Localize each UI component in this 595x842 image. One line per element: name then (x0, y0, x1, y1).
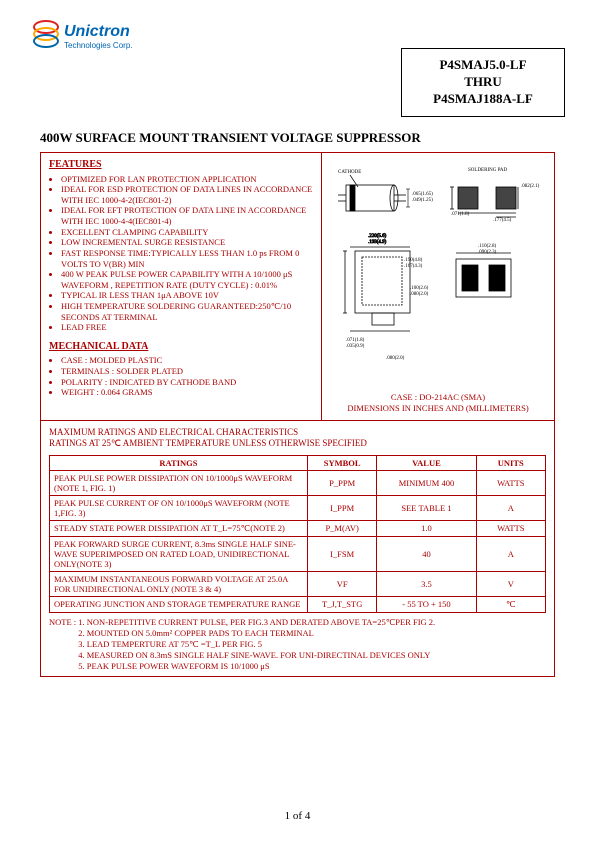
diagram-column: CATHODE SOLDERING PAD (322, 153, 554, 420)
col-symbol: SYMBOL (307, 455, 376, 470)
soldering-pad-label: SOLDERING PAD (468, 168, 508, 173)
notes: NOTE : 1. NON-REPETITIVE CURRENT PULSE, … (49, 617, 546, 672)
part-number-box: P4SMAJ5.0-LF THRU P4SMAJ188A-LF (401, 48, 565, 117)
cathode-label: CATHODE (338, 170, 361, 175)
table-row: PEAK PULSE CURRENT OF ON 10/1000μS WAVEF… (50, 495, 546, 520)
feature-item: HIGH TEMPERATURE SOLDERING GUARANTEED:25… (61, 301, 313, 322)
logo: Unictron Technologies Corp. (30, 20, 132, 52)
ratings-header2: RATINGS AT 25℃ AMBIENT TEMPERATURE UNLES… (49, 438, 546, 449)
table-row: PEAK PULSE POWER DISSIPATION ON 10/1000μ… (50, 470, 546, 495)
feature-item: OPTIMIZED FOR LAN PROTECTION APPLICATION (61, 174, 313, 185)
svg-text:.190(4.8): .190(4.8) (404, 258, 423, 263)
svg-text:.220(5.6): .220(5.6) (368, 234, 387, 239)
svg-text:.193(4.9): .193(4.9) (368, 240, 387, 245)
feature-item: LEAD FREE (61, 322, 313, 333)
ratings-table: RATINGS SYMBOL VALUE UNITS PEAK PULSE PO… (49, 455, 546, 613)
mechanical-item: POLARITY : INDICATED BY CATHODE BAND (61, 377, 313, 388)
svg-text:.071(1.8): .071(1.8) (346, 338, 365, 343)
logo-icon (30, 20, 58, 52)
svg-text:.167(4.3): .167(4.3) (404, 264, 423, 269)
svg-text:.049(1.25): .049(1.25) (412, 198, 433, 203)
feature-item: FAST RESPONSE TIME:TYPICALLY LESS THAN 1… (61, 248, 313, 269)
features-heading: FEATURES (49, 159, 313, 172)
page: Unictron Technologies Corp. P4SMAJ5.0-LF… (0, 0, 595, 842)
col-ratings: RATINGS (50, 455, 308, 470)
feature-item: LOW INCREMENTAL SURGE RESISTANCE (61, 237, 313, 248)
page-number: 1 of 4 (0, 810, 595, 822)
col-value: VALUE (377, 455, 476, 470)
notes-lead: NOTE : (49, 617, 76, 627)
svg-text:.177(4.5): .177(4.5) (493, 218, 512, 223)
logo-sub: Technologies Corp. (64, 41, 132, 50)
mechanical-item: TERMINALS : SOLDER PLATED (61, 366, 313, 377)
table-row: OPERATING JUNCTION AND STORAGE TEMPERATU… (50, 596, 546, 612)
note-item: 5. PEAK PULSE POWER WAVEFORM IS 10/1000 … (78, 661, 269, 671)
mechanical-item: WEIGHT : 0.064 GRAMS (61, 387, 313, 398)
mechanical-item: CASE : MOLDED PLASTIC (61, 355, 313, 366)
svg-text:.035(0.9): .035(0.9) (346, 344, 365, 349)
note-item: 2. MOUNTED ON 5.0mm² COPPER PADS TO EACH… (78, 628, 314, 638)
features-column: FEATURES OPTIMIZED FOR LAN PROTECTION AP… (41, 153, 322, 420)
note-item: 3. LEAD TEMPERTURE AT 75℃ =T_L PER FIG. … (78, 639, 262, 649)
ratings-section: MAXIMUM RATINGS AND ELECTRICAL CHARACTER… (41, 421, 554, 676)
svg-text:.090(2.3): .090(2.3) (478, 250, 497, 255)
part-line3: P4SMAJ188A-LF (408, 91, 558, 108)
mechanical-heading: MECHANICAL DATA (49, 341, 313, 354)
feature-item: 400 W PEAK PULSE POWER CAPABILITY WITH A… (61, 269, 313, 290)
package-diagram: CATHODE SOLDERING PAD (328, 159, 548, 389)
col-units: UNITS (476, 455, 545, 470)
svg-text:.082(2.1): .082(2.1) (521, 184, 540, 189)
svg-text:.110(2.8): .110(2.8) (478, 244, 496, 249)
table-row: MAXIMUM INSTANTANEOUS FORWARD VOLTAGE AT… (50, 571, 546, 596)
feature-item: TYPICAL IR LESS THAN 1μA ABOVE 10V (61, 290, 313, 301)
feature-item: IDEAL FOR ESD PROTECTION OF DATA LINES I… (61, 184, 313, 205)
upper-section: FEATURES OPTIMIZED FOR LAN PROTECTION AP… (41, 153, 554, 421)
mechanical-list: CASE : MOLDED PLASTIC TERMINALS : SOLDER… (49, 355, 313, 398)
features-list: OPTIMIZED FOR LAN PROTECTION APPLICATION… (49, 174, 313, 333)
svg-text:.080(2.0): .080(2.0) (386, 356, 405, 361)
note-item: 1. NON-REPETITIVE CURRENT PULSE, PER FIG… (78, 617, 435, 627)
logo-text: Unictron Technologies Corp. (64, 23, 132, 50)
note-item: 4. MEASURED ON 8.3mS SINGLE HALF SINE-WA… (78, 650, 430, 660)
ratings-header-row: RATINGS SYMBOL VALUE UNITS (50, 455, 546, 470)
table-row: STEADY STATE POWER DISSIPATION AT T_L=75… (50, 520, 546, 536)
case-label: CASE : DO-214AC (SMA) DIMENSIONS IN INCH… (328, 392, 548, 414)
feature-item: IDEAL FOR EFT PROTECTION OF DATA LINE IN… (61, 205, 313, 226)
case-label-2: DIMENSIONS IN INCHES AND (MILLIMETERS) (328, 403, 548, 414)
ratings-header1: MAXIMUM RATINGS AND ELECTRICAL CHARACTER… (49, 427, 546, 438)
logo-name: Unictron (64, 23, 132, 41)
part-line2: THRU (408, 74, 558, 91)
feature-item: EXCELLENT CLAMPING CAPABILITY (61, 227, 313, 238)
part-line1: P4SMAJ5.0-LF (408, 57, 558, 74)
case-label-1: CASE : DO-214AC (SMA) (328, 392, 548, 403)
svg-text:.065(1.65): .065(1.65) (412, 192, 433, 197)
svg-text:.080(2.0): .080(2.0) (410, 292, 429, 297)
doc-title: 400W SURFACE MOUNT TRANSIENT VOLTAGE SUP… (40, 130, 421, 146)
svg-text:.100(2.6): .100(2.6) (410, 286, 429, 291)
table-row: PEAK FORWARD SURGE CURRENT, 8.3ms SINGLE… (50, 536, 546, 571)
main-box: FEATURES OPTIMIZED FOR LAN PROTECTION AP… (40, 152, 555, 677)
svg-text:.071(1.8): .071(1.8) (451, 212, 470, 217)
